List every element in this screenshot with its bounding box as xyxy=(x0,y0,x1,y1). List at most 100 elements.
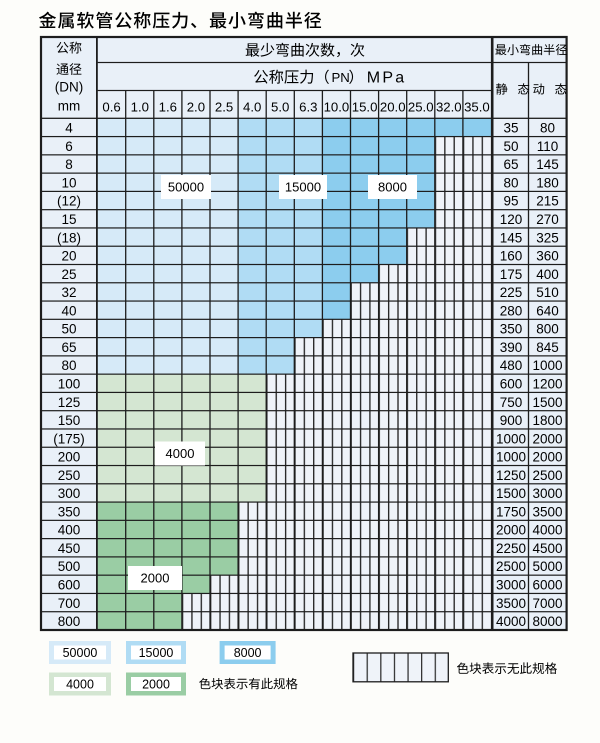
svg-text:2000: 2000 xyxy=(532,450,562,465)
svg-text:1750: 1750 xyxy=(496,504,526,519)
svg-text:145: 145 xyxy=(500,230,523,245)
svg-text:480: 480 xyxy=(500,358,523,373)
svg-text:10.0: 10.0 xyxy=(324,100,350,115)
svg-text:300: 300 xyxy=(58,486,81,501)
svg-text:3500: 3500 xyxy=(496,596,526,611)
svg-text:95: 95 xyxy=(503,194,518,209)
svg-text:PN: PN xyxy=(332,70,350,85)
svg-text:2000: 2000 xyxy=(532,431,562,446)
svg-text:15: 15 xyxy=(61,212,76,227)
svg-text:215: 215 xyxy=(536,194,559,209)
svg-text:8: 8 xyxy=(65,157,73,172)
svg-text:(12): (12) xyxy=(57,194,81,209)
svg-text:0.6: 0.6 xyxy=(102,100,120,115)
svg-text:50: 50 xyxy=(503,139,518,154)
svg-text:4500: 4500 xyxy=(532,541,562,556)
svg-text:600: 600 xyxy=(500,376,523,391)
svg-text:50000: 50000 xyxy=(168,180,204,195)
svg-text:250: 250 xyxy=(58,468,81,483)
svg-text:40: 40 xyxy=(61,303,76,318)
svg-text:225: 225 xyxy=(500,285,523,300)
svg-text:845: 845 xyxy=(536,340,559,355)
svg-text:390: 390 xyxy=(500,340,523,355)
svg-text:(DN): (DN) xyxy=(55,80,84,95)
svg-text:4000: 4000 xyxy=(532,523,562,538)
svg-text:50000: 50000 xyxy=(63,646,98,660)
svg-text:6000: 6000 xyxy=(532,578,562,593)
svg-text:1200: 1200 xyxy=(532,376,562,391)
svg-text:10: 10 xyxy=(61,175,76,190)
svg-text:350: 350 xyxy=(58,504,81,519)
svg-text:270: 270 xyxy=(536,212,559,227)
svg-text:4: 4 xyxy=(65,121,73,136)
svg-text:2.0: 2.0 xyxy=(187,100,205,115)
svg-text:150: 150 xyxy=(58,413,81,428)
svg-text:1800: 1800 xyxy=(532,413,562,428)
svg-text:2000: 2000 xyxy=(141,571,170,586)
svg-text:1000: 1000 xyxy=(496,431,526,446)
svg-text:100: 100 xyxy=(58,376,81,391)
svg-text:80: 80 xyxy=(540,121,555,136)
svg-text:65: 65 xyxy=(503,157,518,172)
svg-text:180: 180 xyxy=(536,175,559,190)
svg-text:25: 25 xyxy=(61,267,76,282)
svg-text:360: 360 xyxy=(536,249,559,264)
svg-text:7000: 7000 xyxy=(532,596,562,611)
svg-text:20.0: 20.0 xyxy=(380,100,406,115)
svg-text:4000: 4000 xyxy=(166,446,195,461)
svg-text:510: 510 xyxy=(536,285,559,300)
svg-text:325: 325 xyxy=(536,230,559,245)
svg-text:1.6: 1.6 xyxy=(159,100,177,115)
svg-text:125: 125 xyxy=(58,395,81,410)
svg-text:2000: 2000 xyxy=(496,523,526,538)
svg-text:640: 640 xyxy=(536,303,559,318)
svg-text:50: 50 xyxy=(61,322,76,337)
svg-text:4000: 4000 xyxy=(66,677,94,691)
svg-text:500: 500 xyxy=(58,559,81,574)
svg-text:145: 145 xyxy=(536,157,559,172)
svg-text:(18): (18) xyxy=(57,230,81,245)
svg-text:4000: 4000 xyxy=(496,614,526,629)
svg-text:3000: 3000 xyxy=(496,578,526,593)
svg-text:4.0: 4.0 xyxy=(243,100,261,115)
svg-text:120: 120 xyxy=(500,212,523,227)
svg-text:32.0: 32.0 xyxy=(436,100,462,115)
svg-text:400: 400 xyxy=(536,267,559,282)
svg-text:80: 80 xyxy=(61,358,76,373)
svg-text:6.3: 6.3 xyxy=(299,100,317,115)
svg-text:80: 80 xyxy=(503,175,518,190)
svg-text:2250: 2250 xyxy=(496,541,526,556)
svg-text:160: 160 xyxy=(500,249,523,264)
svg-text:1500: 1500 xyxy=(532,395,562,410)
svg-text:1250: 1250 xyxy=(496,468,526,483)
svg-text:175: 175 xyxy=(500,267,523,282)
svg-text:2000: 2000 xyxy=(142,677,170,691)
svg-text:2.5: 2.5 xyxy=(215,100,233,115)
svg-text:1000: 1000 xyxy=(532,358,562,373)
svg-text:35.0: 35.0 xyxy=(464,100,490,115)
svg-text:400: 400 xyxy=(58,523,81,538)
svg-text:1500: 1500 xyxy=(496,486,526,501)
svg-text:(175): (175) xyxy=(53,431,85,446)
svg-text:750: 750 xyxy=(500,395,523,410)
svg-text:MPa: MPa xyxy=(367,70,407,87)
svg-text:25.0: 25.0 xyxy=(408,100,434,115)
svg-text:200: 200 xyxy=(58,450,81,465)
svg-text:600: 600 xyxy=(58,578,81,593)
svg-text:6: 6 xyxy=(65,139,73,154)
svg-text:8000: 8000 xyxy=(532,614,562,629)
svg-text:1000: 1000 xyxy=(496,450,526,465)
svg-text:800: 800 xyxy=(536,322,559,337)
svg-text:1.0: 1.0 xyxy=(131,100,149,115)
svg-text:5000: 5000 xyxy=(532,559,562,574)
svg-text:110: 110 xyxy=(537,139,559,154)
svg-text:3500: 3500 xyxy=(532,504,562,519)
svg-text:280: 280 xyxy=(500,303,523,318)
svg-text:350: 350 xyxy=(500,322,523,337)
svg-text:15000: 15000 xyxy=(139,646,174,660)
svg-text:3000: 3000 xyxy=(532,486,562,501)
svg-text:15000: 15000 xyxy=(285,180,321,195)
svg-text:65: 65 xyxy=(61,340,76,355)
svg-text:700: 700 xyxy=(58,596,81,611)
svg-text:2500: 2500 xyxy=(532,468,562,483)
